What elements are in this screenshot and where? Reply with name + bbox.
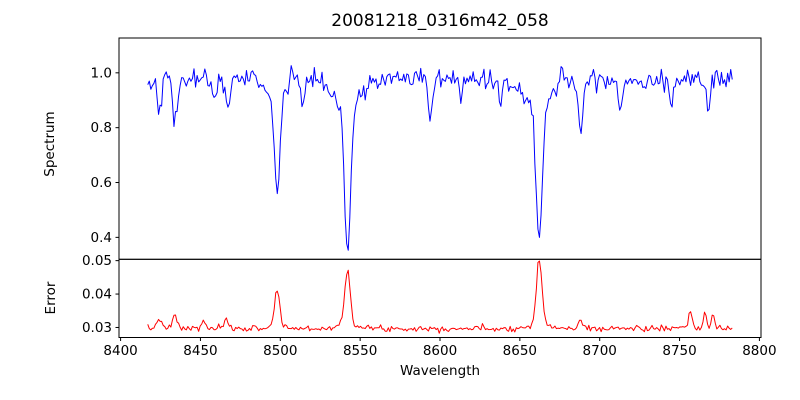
error-y-tick-label: 0.03: [82, 320, 112, 336]
x-tick-label: 8700: [583, 343, 617, 359]
chart-title: 20081218_0316m42_058: [331, 11, 549, 31]
x-tick-label: 8500: [263, 343, 297, 359]
x-tick-label: 8650: [503, 343, 537, 359]
error-line: [147, 260, 733, 334]
x-tick-label: 8450: [183, 343, 217, 359]
spectrum-y-tick-label: 0.4: [91, 230, 112, 246]
spectrum-y-tick-label: 0.6: [91, 175, 112, 191]
x-tick-label: 8750: [662, 343, 696, 359]
spectrum-y-tick-label: 1.0: [91, 65, 112, 81]
x-tick-label: 8800: [742, 343, 776, 359]
error-y-tick-label: 0.05: [82, 253, 112, 269]
error-y-tick-label: 0.04: [82, 287, 112, 303]
spectrum-panel-border: [118, 37, 762, 260]
x-tick-label: 8550: [343, 343, 377, 359]
spectrum-y-tick-label: 0.8: [91, 120, 112, 136]
x-axis-label: Wavelength: [399, 363, 481, 379]
x-tick-label: 8400: [103, 343, 137, 359]
x-tick-label: 8600: [423, 343, 457, 359]
error-panel-border: [118, 258, 762, 338]
spectrum-line: [147, 65, 733, 251]
